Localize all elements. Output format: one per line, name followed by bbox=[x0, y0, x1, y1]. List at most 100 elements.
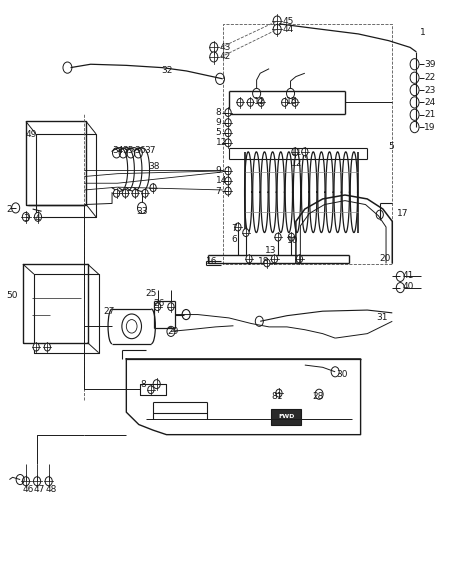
Circle shape bbox=[45, 477, 52, 486]
Circle shape bbox=[243, 228, 249, 236]
Text: 8: 8 bbox=[216, 108, 221, 117]
Text: 4: 4 bbox=[35, 214, 40, 223]
Circle shape bbox=[225, 109, 231, 116]
Circle shape bbox=[153, 380, 160, 389]
Circle shape bbox=[282, 99, 288, 107]
Circle shape bbox=[148, 386, 154, 394]
Text: 47: 47 bbox=[34, 485, 45, 494]
Circle shape bbox=[246, 255, 252, 263]
Circle shape bbox=[237, 99, 243, 107]
Text: 17: 17 bbox=[397, 209, 408, 218]
Circle shape bbox=[258, 99, 264, 107]
Circle shape bbox=[275, 233, 281, 241]
Text: 15: 15 bbox=[286, 97, 298, 106]
Circle shape bbox=[142, 190, 148, 197]
Circle shape bbox=[225, 167, 231, 175]
Circle shape bbox=[35, 213, 42, 222]
Text: 42: 42 bbox=[219, 52, 230, 61]
Text: 37: 37 bbox=[144, 146, 156, 155]
Text: 6: 6 bbox=[231, 235, 237, 244]
Text: 7: 7 bbox=[216, 187, 221, 196]
Text: 31: 31 bbox=[376, 314, 388, 323]
Circle shape bbox=[276, 389, 282, 397]
Text: 8: 8 bbox=[141, 380, 146, 389]
Text: 10: 10 bbox=[287, 236, 299, 245]
Circle shape bbox=[273, 16, 281, 26]
Text: 14: 14 bbox=[216, 177, 227, 186]
Circle shape bbox=[302, 148, 308, 156]
Text: 5: 5 bbox=[389, 142, 395, 151]
Text: 23: 23 bbox=[424, 86, 436, 95]
Text: 43: 43 bbox=[219, 43, 230, 52]
Text: 39: 39 bbox=[424, 60, 436, 69]
Text: 50: 50 bbox=[6, 291, 18, 300]
Circle shape bbox=[154, 303, 161, 311]
Circle shape bbox=[264, 259, 270, 267]
Text: 16: 16 bbox=[206, 257, 217, 266]
Text: 3: 3 bbox=[23, 214, 29, 223]
Circle shape bbox=[168, 303, 174, 311]
Circle shape bbox=[150, 184, 156, 192]
Text: 46: 46 bbox=[23, 485, 34, 494]
Text: 36: 36 bbox=[134, 146, 146, 155]
Circle shape bbox=[114, 190, 119, 197]
Text: 28: 28 bbox=[313, 392, 324, 401]
Text: FWD: FWD bbox=[278, 414, 294, 419]
Text: 24: 24 bbox=[424, 98, 436, 107]
Text: 44: 44 bbox=[282, 25, 294, 34]
Circle shape bbox=[225, 129, 231, 136]
Text: 22: 22 bbox=[424, 73, 436, 82]
Circle shape bbox=[44, 343, 50, 351]
Text: 12: 12 bbox=[254, 97, 265, 106]
Circle shape bbox=[271, 255, 277, 263]
Text: 19: 19 bbox=[424, 122, 436, 131]
Circle shape bbox=[122, 190, 128, 197]
Circle shape bbox=[34, 477, 41, 486]
Text: 5: 5 bbox=[216, 128, 221, 137]
Text: 33: 33 bbox=[136, 208, 148, 217]
Text: 38: 38 bbox=[149, 162, 160, 171]
Bar bbox=[271, 409, 301, 425]
Circle shape bbox=[292, 148, 298, 156]
Text: 41: 41 bbox=[403, 271, 414, 280]
Text: 45: 45 bbox=[282, 16, 294, 25]
Circle shape bbox=[296, 255, 303, 263]
Circle shape bbox=[22, 213, 30, 222]
Text: 9: 9 bbox=[216, 166, 221, 175]
Circle shape bbox=[288, 233, 295, 241]
Text: 32: 32 bbox=[161, 67, 172, 76]
Circle shape bbox=[22, 477, 30, 486]
Circle shape bbox=[225, 118, 231, 126]
Circle shape bbox=[210, 52, 218, 62]
Text: 18: 18 bbox=[258, 257, 269, 266]
Text: 12: 12 bbox=[291, 158, 302, 168]
Text: 35: 35 bbox=[123, 146, 134, 155]
Circle shape bbox=[33, 343, 40, 351]
Text: 49: 49 bbox=[26, 130, 37, 139]
Circle shape bbox=[225, 139, 231, 147]
Circle shape bbox=[132, 190, 138, 197]
Text: 20: 20 bbox=[380, 254, 391, 263]
Text: 13: 13 bbox=[264, 246, 276, 255]
Text: 26: 26 bbox=[153, 299, 164, 308]
Circle shape bbox=[235, 223, 241, 231]
Text: 81: 81 bbox=[272, 392, 283, 401]
Text: 29: 29 bbox=[167, 327, 179, 336]
Circle shape bbox=[225, 177, 231, 185]
Text: 12: 12 bbox=[216, 138, 227, 147]
Text: 34: 34 bbox=[112, 146, 123, 155]
Text: 48: 48 bbox=[45, 485, 57, 494]
Text: 25: 25 bbox=[145, 289, 156, 298]
Circle shape bbox=[292, 99, 298, 107]
Text: 7: 7 bbox=[231, 223, 237, 232]
Text: 2: 2 bbox=[7, 205, 13, 214]
Circle shape bbox=[247, 99, 254, 107]
Text: 21: 21 bbox=[424, 110, 436, 119]
Text: 9: 9 bbox=[216, 118, 221, 127]
Circle shape bbox=[225, 187, 231, 195]
Text: 1: 1 bbox=[420, 28, 426, 37]
Circle shape bbox=[273, 24, 281, 34]
Text: 30: 30 bbox=[336, 369, 348, 378]
Text: 40: 40 bbox=[403, 282, 414, 291]
Circle shape bbox=[210, 42, 218, 52]
